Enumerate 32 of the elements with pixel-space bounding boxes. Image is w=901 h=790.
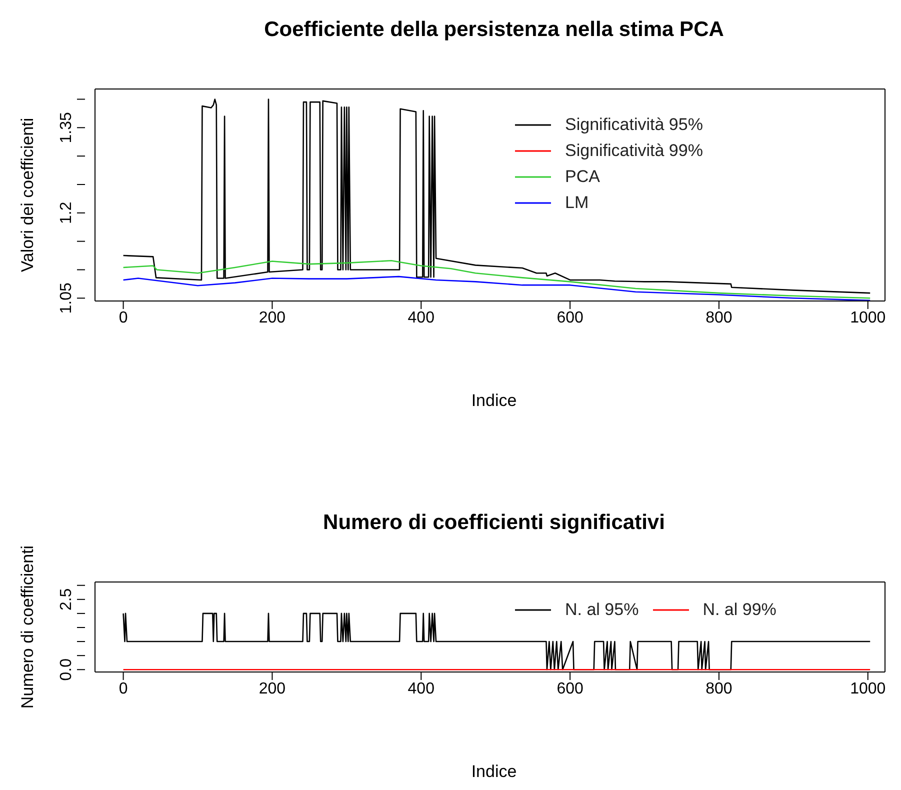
legend-label: PCA: [565, 166, 600, 188]
line-series: [122, 98, 871, 294]
y-tick-label: 2.5: [58, 588, 75, 611]
y-tick-label: 1.35: [58, 112, 75, 144]
y-axis-title: Valori dei coefficienti: [18, 117, 38, 272]
y-tick-label: 1.05: [58, 282, 75, 314]
legend-label: Significatività 99%: [565, 140, 703, 162]
x-tick-label: 800: [706, 680, 732, 698]
x-tick-label: 400: [408, 309, 435, 326]
y-tick-label: 1.2: [58, 202, 75, 224]
x-tick-label: 0: [118, 309, 128, 326]
x-axis-title: Indice: [470, 762, 518, 782]
x-tick-label: 1000: [850, 309, 886, 326]
x-tick-label: 600: [556, 680, 584, 698]
x-tick-label: 600: [556, 309, 584, 326]
x-tick-label: 0: [118, 680, 128, 698]
legend-label: Significatività 95%: [565, 114, 703, 136]
legend-label: N. al 95%: [565, 599, 639, 621]
legend-label: N. al 99%: [702, 599, 776, 621]
legend-label: LM: [565, 192, 589, 214]
x-tick-label: 200: [258, 680, 286, 698]
x-tick-label: 1000: [850, 680, 886, 698]
y-tick-label: 0.0: [58, 658, 75, 681]
x-axis-title: Indice: [470, 391, 518, 411]
chart-title: Coefficiente della persistenza nella stima PCA: [263, 18, 725, 42]
y-axis-title: Numero di coefficienti: [18, 544, 38, 708]
x-tick-label: 200: [258, 309, 286, 326]
chart-title: Numero di coefficienti significativi: [322, 511, 666, 535]
x-tick-label: 400: [408, 680, 435, 698]
x-tick-label: 800: [706, 309, 732, 326]
line-series: [122, 276, 871, 301]
line-series: [122, 260, 871, 299]
